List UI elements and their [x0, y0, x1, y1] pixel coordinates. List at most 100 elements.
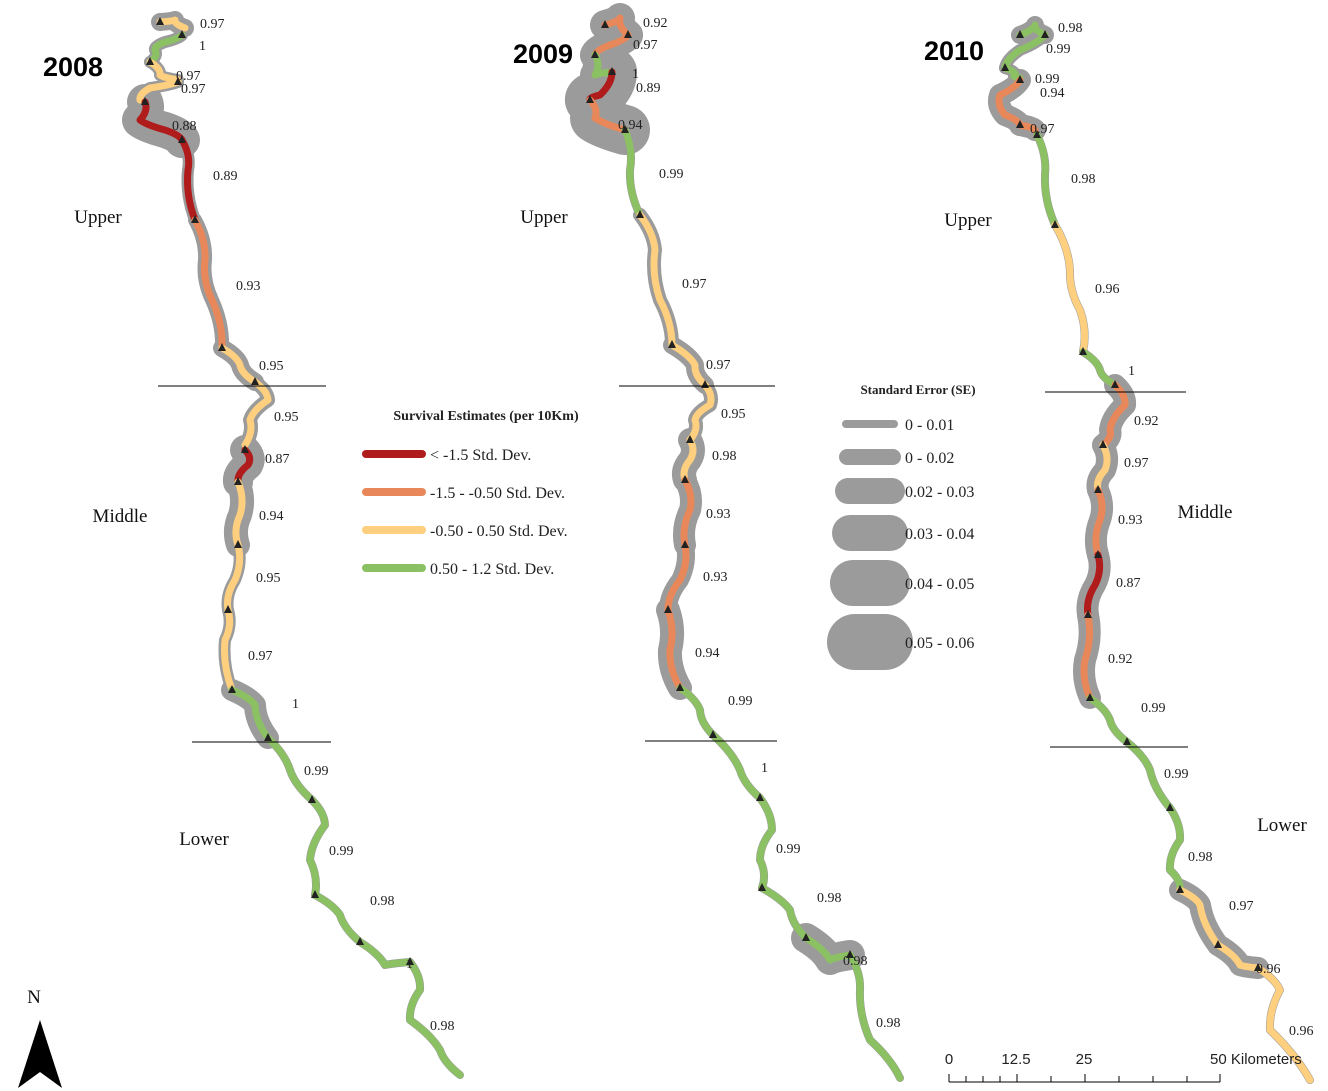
receiver-marker [621, 125, 629, 133]
section-label: Middle [93, 506, 148, 527]
river-reach [664, 606, 684, 692]
receiver-marker [308, 795, 316, 803]
river-reach [676, 684, 717, 739]
se-label: 0.05 - 0.06 [905, 635, 974, 652]
receiver-marker [1016, 120, 1024, 128]
receiver-marker [758, 883, 766, 891]
survival-estimate: 0.99 [1035, 72, 1060, 87]
survival-estimate: 0.95 [259, 359, 284, 374]
section-label: Upper [74, 207, 122, 228]
survival-estimate: 0.99 [1141, 701, 1166, 716]
receiver-marker [178, 30, 186, 38]
receiver-marker [174, 77, 182, 85]
receiver-marker [251, 377, 259, 385]
river-reach [1166, 804, 1184, 894]
river-reach [758, 884, 810, 942]
receiver-marker [1214, 940, 1222, 948]
receiver-marker [218, 343, 226, 351]
survival-estimate: 0.98 [1188, 850, 1213, 865]
scale-label: 50 Kilometers [1210, 1051, 1302, 1068]
survival-estimate: 0.95 [274, 410, 299, 425]
survival-estimate: 0.97 [248, 649, 273, 664]
receiver-marker [234, 477, 242, 485]
river-reach [1001, 31, 1049, 72]
receiver-marker [591, 50, 599, 58]
survival-estimate: 0.95 [256, 571, 281, 586]
survival-estimate: 1 [292, 697, 299, 712]
receiver-marker [802, 933, 810, 941]
river-reach [664, 541, 690, 614]
river-reach [756, 794, 776, 892]
se-halos [122, 3, 1314, 1084]
survival-estimate: 0.93 [236, 279, 261, 294]
survival-estimate: 0.98 [817, 891, 842, 906]
survival-estimate: 0.99 [776, 842, 801, 857]
river-reach [1099, 381, 1129, 449]
river-reach [234, 446, 254, 486]
receiver-marker [191, 215, 199, 223]
survival-estimate: 0.92 [643, 16, 668, 31]
receiver-marker [1079, 347, 1087, 355]
survival-estimate: 0.98 [1058, 21, 1083, 36]
survival-estimate: 0.97 [200, 17, 225, 32]
survival-estimate: 0.96 [1256, 962, 1281, 977]
receiver-marker [709, 730, 717, 738]
river-reach [241, 378, 272, 449]
section-label: Upper [520, 207, 568, 228]
survival-estimate: 0.99 [1046, 42, 1071, 57]
river-reach [1214, 941, 1262, 972]
river-reach [264, 734, 316, 804]
river-reach [1092, 486, 1106, 559]
survival-estimate: 0.93 [1118, 513, 1143, 528]
river-reach [686, 381, 715, 444]
se-swatch [830, 560, 910, 606]
year-title: 2009 [513, 39, 573, 69]
section-label: Lower [179, 829, 229, 850]
receiver-marker [624, 30, 632, 38]
survival-estimate: 0.93 [703, 570, 728, 585]
receiver-marker [1051, 220, 1059, 228]
river-reach [709, 731, 764, 802]
se-label: 0 - 0.01 [905, 417, 954, 434]
se-swatch [839, 449, 901, 465]
survival-estimate: 1 [199, 39, 206, 54]
receiver-marker [406, 957, 414, 965]
scale-label: 12.5 [1001, 1051, 1030, 1068]
receiver-marker [1084, 610, 1092, 618]
receiver-marker [178, 135, 186, 143]
survival-estimate: 0.99 [659, 167, 684, 182]
reach-markers [141, 17, 1262, 971]
survival-estimate: 0.99 [304, 764, 329, 779]
survival-estimate: 0.97 [1030, 122, 1055, 137]
river-reach [228, 686, 272, 742]
survival-estimate: 0.97 [181, 82, 206, 97]
section-dividers [158, 385, 1188, 748]
survival-estimate: 1 [761, 761, 768, 776]
survival-estimate: 0.96 [1289, 1024, 1314, 1039]
se-label: 0.03 - 0.04 [905, 526, 974, 543]
river-reach [680, 436, 697, 484]
receiver-marker [224, 605, 232, 613]
receiver-marker [676, 683, 684, 691]
river-reach [636, 211, 676, 349]
river-reach [591, 51, 616, 79]
scale-label: 25 [1076, 1051, 1093, 1068]
section-label: Lower [1257, 815, 1307, 836]
survival-estimate: 0.94 [259, 509, 284, 524]
river-reach [846, 951, 904, 1082]
river-reach [232, 478, 246, 549]
river-reach [406, 958, 464, 1079]
river-reach [1176, 886, 1222, 949]
survival-estimate: 0.98 [1071, 172, 1096, 187]
river-reach [1084, 551, 1104, 619]
se-legend-title: Standard Error (SE) [860, 382, 975, 397]
receiver-marker [1166, 803, 1174, 811]
receiver-marker [1111, 380, 1119, 388]
river-reach [621, 126, 644, 219]
section-label: Upper [944, 210, 992, 231]
receiver-marker [681, 540, 689, 548]
legend-label: -1.5 - -0.50 Std. Dev. [430, 485, 565, 502]
legend-label: < -1.5 Std. Dev. [430, 447, 531, 464]
survival-estimate: 0.94 [618, 118, 643, 133]
survival-estimate: 1 [632, 67, 639, 82]
